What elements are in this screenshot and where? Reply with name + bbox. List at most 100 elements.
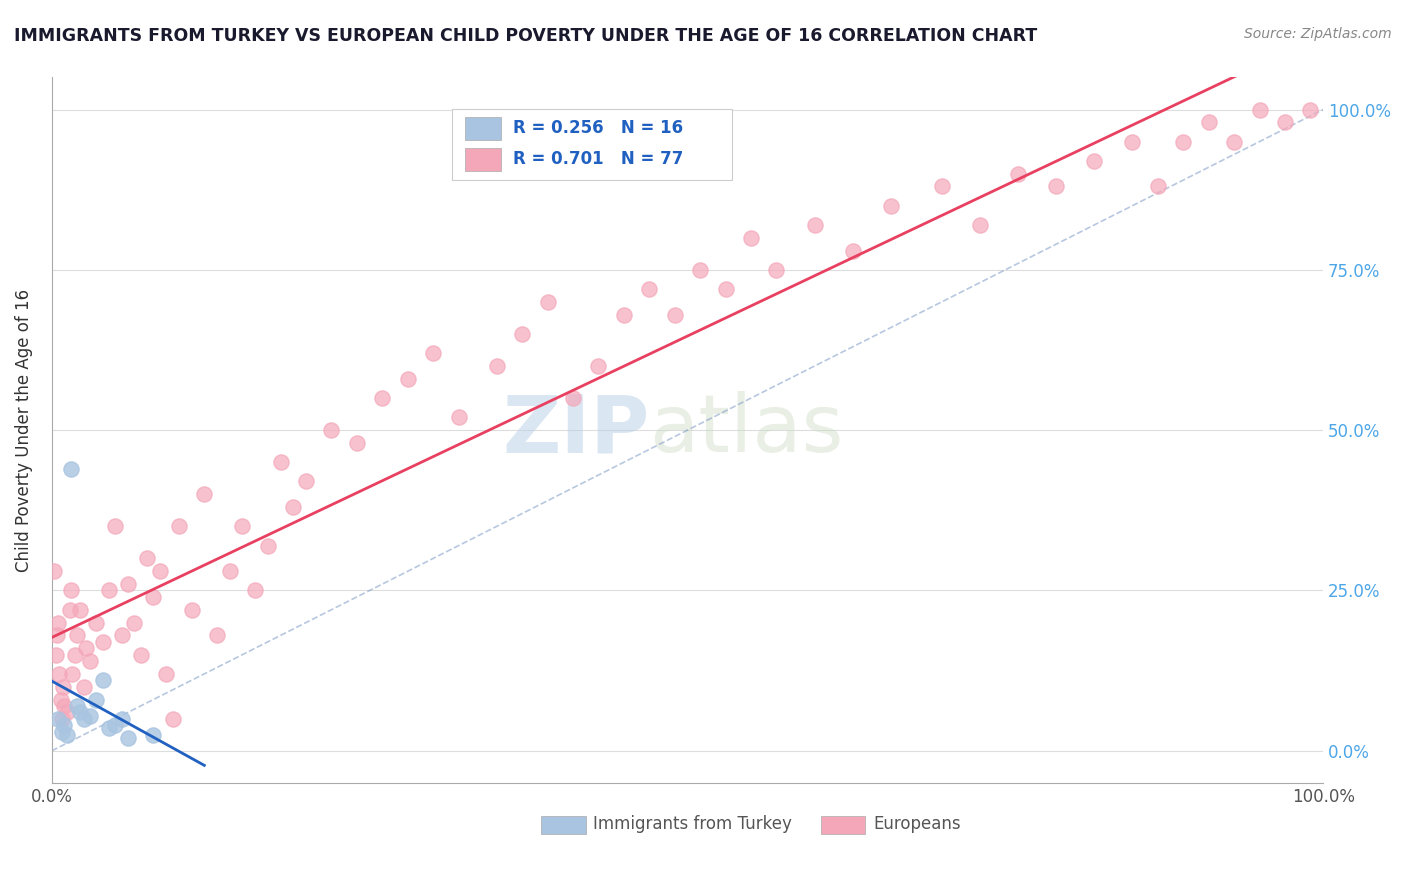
- Point: [84, 615, 107, 630]
- Point: [45, 628, 67, 642]
- Point: [91, 634, 114, 648]
- Point: [97, 583, 120, 598]
- Point: [51, 712, 73, 726]
- Point: [51, 724, 73, 739]
- Point: [422, 346, 444, 360]
- Point: [46, 712, 69, 726]
- Point: [53, 698, 76, 713]
- Point: [689, 263, 711, 277]
- Point: [841, 244, 863, 258]
- FancyBboxPatch shape: [453, 109, 733, 179]
- Bar: [465, 117, 501, 140]
- Point: [243, 583, 266, 598]
- Point: [136, 551, 159, 566]
- Point: [613, 308, 636, 322]
- Point: [60, 666, 83, 681]
- Point: [72, 680, 94, 694]
- Point: [167, 519, 190, 533]
- Point: [270, 455, 292, 469]
- Point: [129, 648, 152, 662]
- Point: [149, 564, 172, 578]
- Point: [1223, 135, 1246, 149]
- Point: [1173, 135, 1195, 149]
- Point: [205, 628, 228, 642]
- Text: Europeans: Europeans: [873, 815, 960, 833]
- Text: atlas: atlas: [650, 392, 844, 469]
- Point: [142, 728, 165, 742]
- Point: [104, 519, 127, 533]
- Point: [321, 423, 343, 437]
- Text: IMMIGRANTS FROM TURKEY VS EUROPEAN CHILD POVERTY UNDER THE AGE OF 16 CORRELATION: IMMIGRANTS FROM TURKEY VS EUROPEAN CHILD…: [14, 27, 1038, 45]
- Point: [72, 712, 94, 726]
- Point: [52, 680, 75, 694]
- Point: [1083, 153, 1105, 168]
- Point: [536, 294, 558, 309]
- Point: [46, 615, 69, 630]
- Point: [180, 603, 202, 617]
- Point: [1007, 167, 1029, 181]
- Point: [193, 487, 215, 501]
- Point: [231, 519, 253, 533]
- Point: [49, 692, 72, 706]
- Point: [218, 564, 240, 578]
- Point: [66, 628, 89, 642]
- Point: [155, 666, 177, 681]
- Point: [1274, 115, 1296, 129]
- Point: [69, 706, 91, 720]
- Point: [447, 410, 470, 425]
- Text: Source: ZipAtlas.com: Source: ZipAtlas.com: [1244, 27, 1392, 41]
- Point: [44, 564, 66, 578]
- Text: Immigrants from Turkey: Immigrants from Turkey: [593, 815, 792, 833]
- Point: [56, 706, 79, 720]
- Point: [104, 718, 127, 732]
- Point: [59, 583, 82, 598]
- Point: [257, 539, 280, 553]
- Point: [79, 654, 101, 668]
- Point: [1121, 135, 1143, 149]
- Point: [56, 728, 79, 742]
- Point: [588, 359, 610, 373]
- Point: [69, 603, 91, 617]
- Point: [371, 391, 394, 405]
- Point: [117, 731, 139, 745]
- Point: [45, 648, 67, 662]
- Point: [59, 461, 82, 475]
- Point: [562, 391, 585, 405]
- Text: ZIP: ZIP: [502, 392, 650, 469]
- Point: [1198, 115, 1220, 129]
- Point: [295, 475, 318, 489]
- Point: [1045, 179, 1067, 194]
- Point: [1249, 103, 1271, 117]
- Point: [97, 722, 120, 736]
- Point: [111, 712, 134, 726]
- Point: [111, 628, 134, 642]
- Point: [485, 359, 508, 373]
- Point: [765, 263, 787, 277]
- Point: [931, 179, 953, 194]
- Point: [714, 282, 737, 296]
- Point: [346, 436, 368, 450]
- Text: R = 0.701   N = 77: R = 0.701 N = 77: [513, 150, 683, 169]
- Point: [48, 666, 70, 681]
- Point: [664, 308, 686, 322]
- Point: [638, 282, 661, 296]
- Point: [117, 577, 139, 591]
- Point: [803, 218, 825, 232]
- Point: [283, 500, 305, 515]
- Point: [91, 673, 114, 688]
- Bar: [821, 816, 866, 834]
- Point: [510, 326, 533, 341]
- Point: [63, 648, 86, 662]
- Point: [75, 641, 97, 656]
- Bar: [465, 148, 501, 171]
- Text: R = 0.256   N = 16: R = 0.256 N = 16: [513, 120, 683, 137]
- Point: [66, 698, 89, 713]
- Point: [162, 712, 184, 726]
- Point: [1147, 179, 1170, 194]
- Point: [142, 590, 165, 604]
- Point: [79, 708, 101, 723]
- Point: [969, 218, 991, 232]
- Point: [84, 692, 107, 706]
- Point: [880, 199, 903, 213]
- Point: [396, 372, 419, 386]
